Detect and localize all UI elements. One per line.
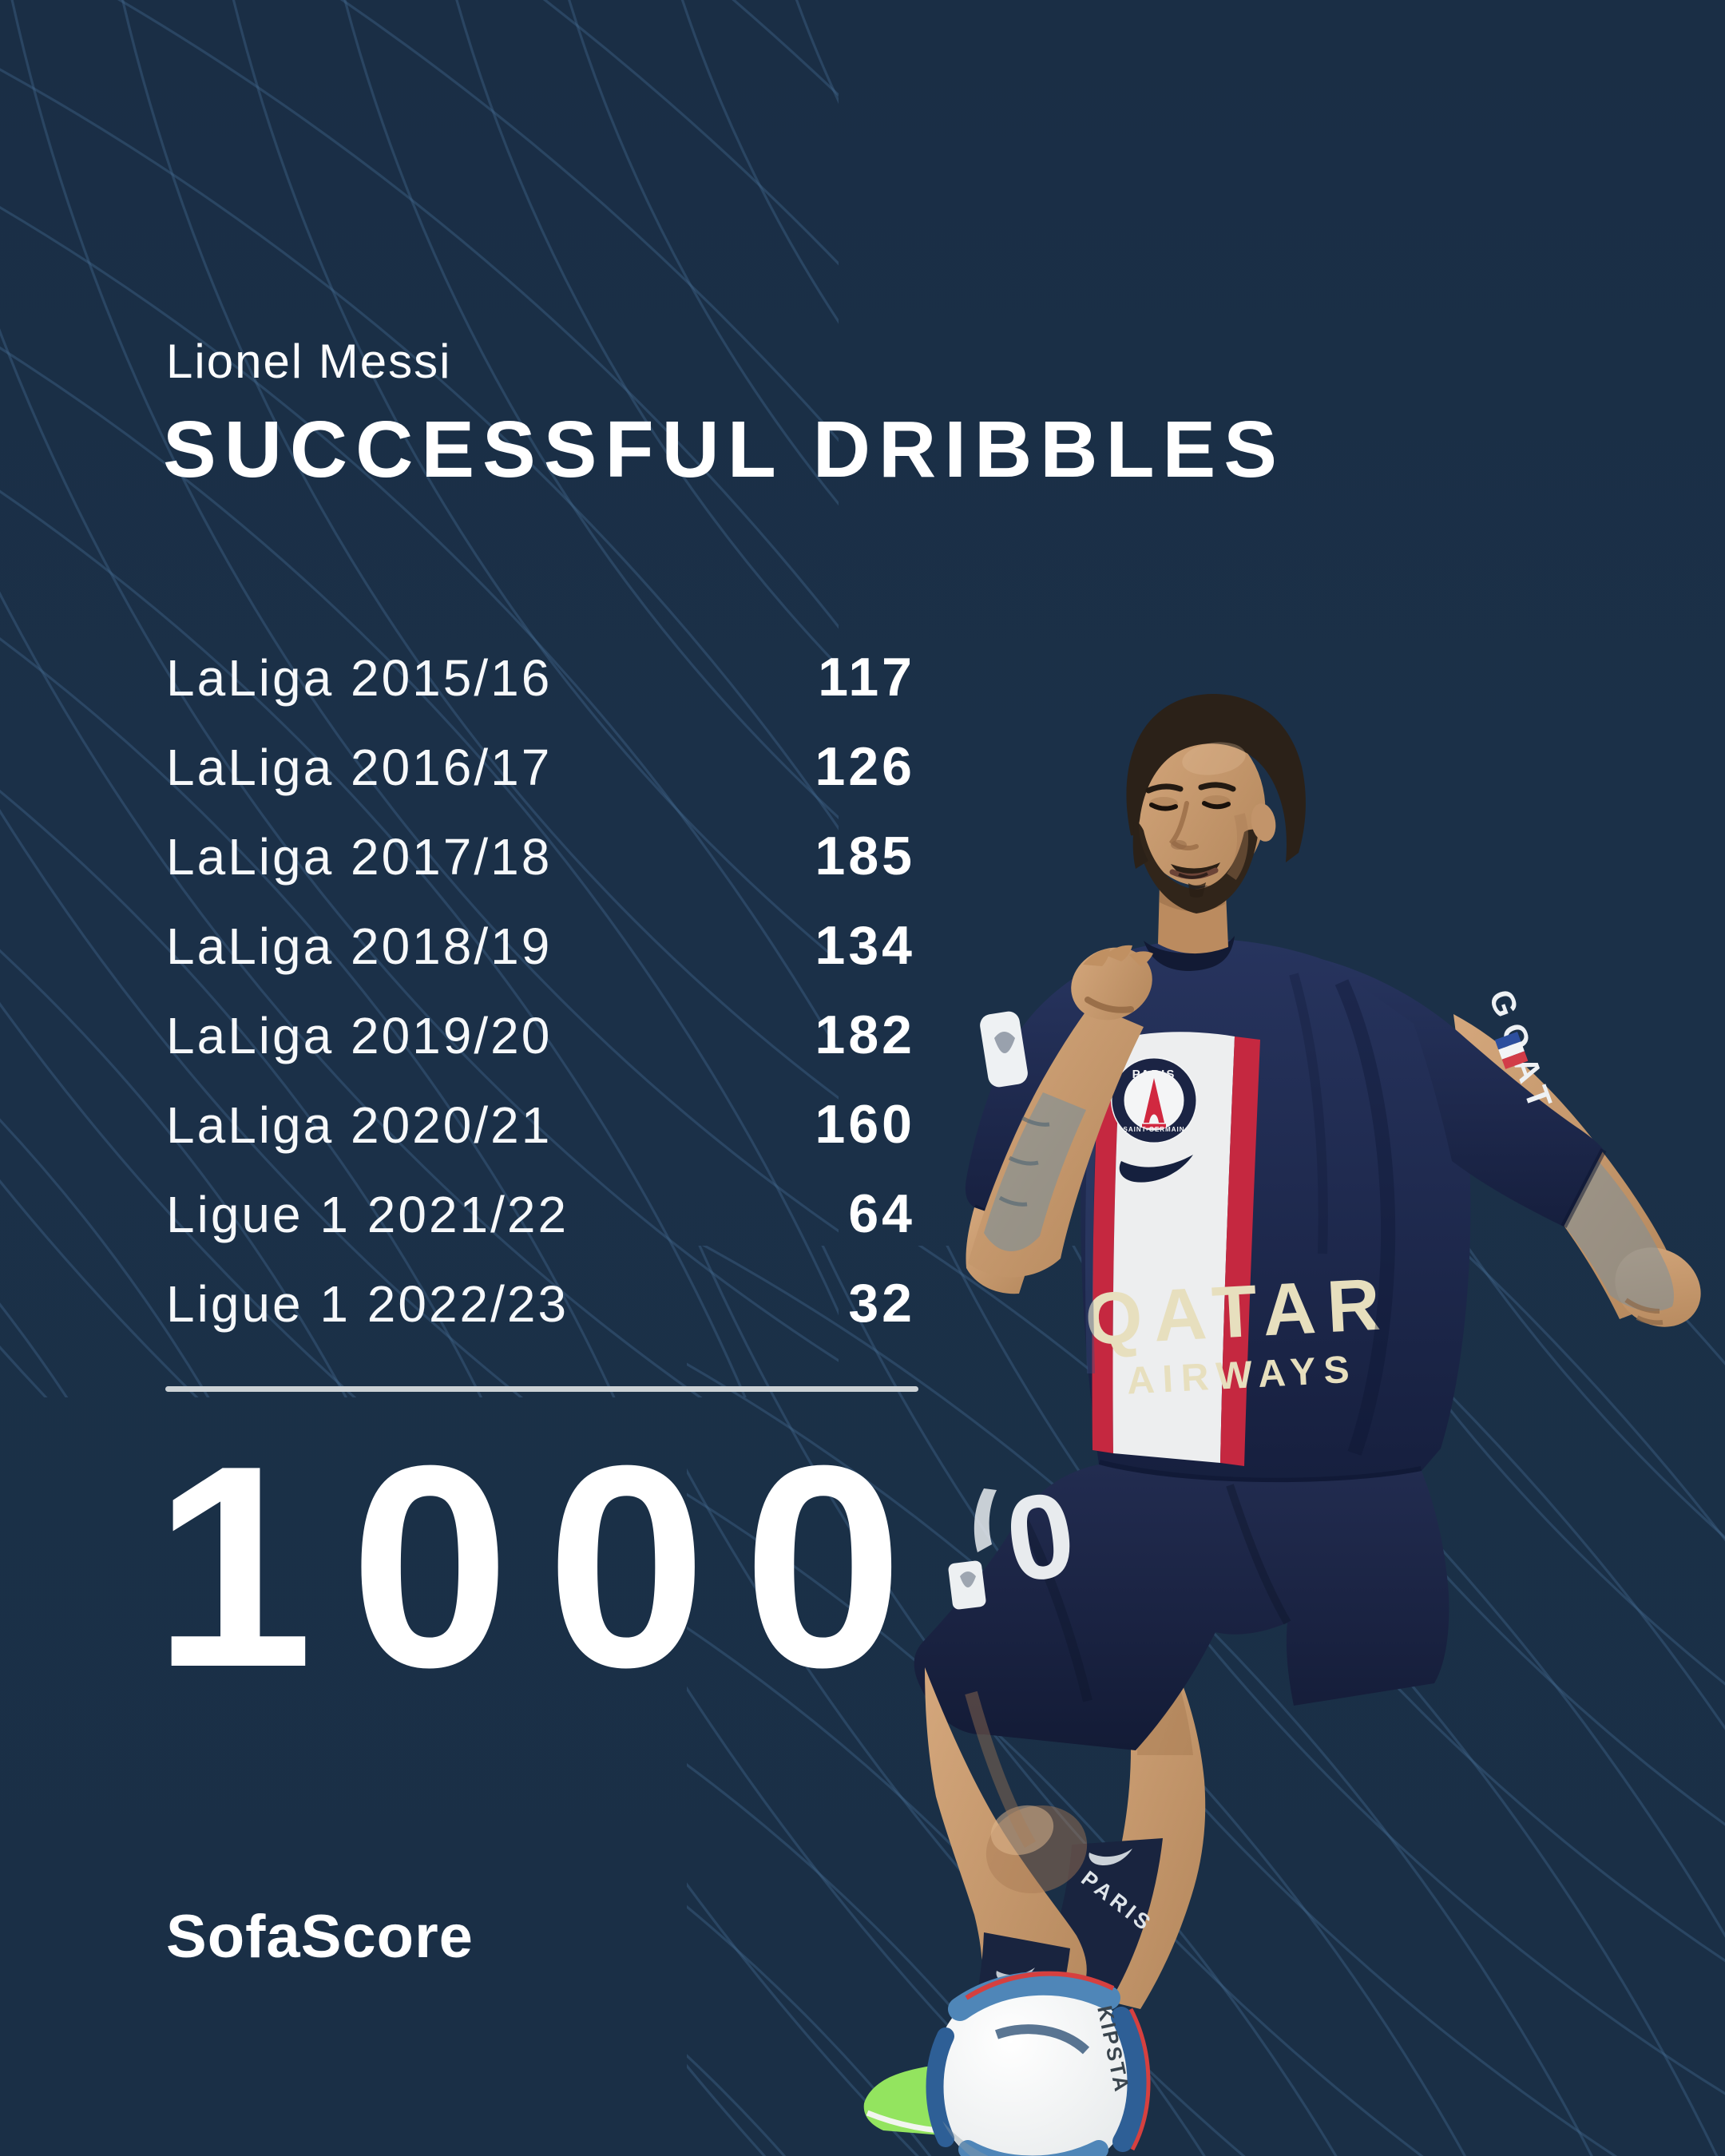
stat-row: LaLiga 2018/19 134	[166, 901, 915, 990]
stat-row: LaLiga 2019/20 182	[166, 990, 915, 1080]
stat-label: LaLiga 2019/20	[166, 1007, 553, 1064]
collar	[1144, 936, 1235, 971]
ear	[1251, 803, 1276, 842]
head	[1126, 694, 1306, 954]
stat-label: LaLiga 2017/18	[166, 828, 553, 886]
beard	[1134, 819, 1259, 914]
stat-value: 64	[848, 1183, 915, 1244]
right-forearm	[966, 945, 1153, 1294]
stat-label: LaLiga 2018/19	[166, 917, 553, 975]
stat-label: LaLiga 2015/16	[166, 649, 553, 707]
france-flag-patch	[1494, 1032, 1529, 1069]
jersey: PARIS SAINT-GERMAIN QATAR AIRWAYS GOAT	[965, 936, 1607, 1490]
stat-label: Ligue 1 2022/23	[166, 1275, 569, 1333]
hair	[1126, 694, 1306, 862]
stats-list: LaLiga 2015/16 117 LaLiga 2016/17 126 La…	[166, 632, 915, 1348]
sofascore-logo: SofaScore	[166, 1903, 474, 1971]
stat-row: LaLiga 2016/17 126	[166, 722, 915, 811]
messi-photo: PARIS PARIS SAINT-GERMAIN	[863, 694, 1701, 2156]
stat-label: LaLiga 2016/17	[166, 739, 553, 796]
stat-label: LaLiga 2020/21	[166, 1096, 553, 1154]
stat-value: 117	[818, 647, 915, 707]
crest-text-top: PARIS	[1132, 1068, 1176, 1081]
total-value: 1000	[153, 1406, 940, 1727]
stat-row: LaLiga 2015/16 117	[166, 632, 915, 722]
jersey-sponsor-line1: QATAR	[1083, 1263, 1393, 1361]
nike-swoosh-icon	[1119, 1155, 1193, 1183]
stat-label: Ligue 1 2021/22	[166, 1186, 569, 1243]
psg-crest: PARIS SAINT-GERMAIN	[1111, 1057, 1197, 1143]
shorts: 0	[914, 1464, 1449, 1750]
football: KIPSTA	[926, 1971, 1151, 2156]
left-sleeve	[1324, 960, 1604, 1227]
stat-row: LaLiga 2020/21 160	[166, 1080, 915, 1169]
page-title: SUCCESSFUL DRIBBLES	[163, 405, 1285, 494]
crest-text-bottom: SAINT-GERMAIN	[1124, 1126, 1185, 1133]
stat-value: 182	[815, 1005, 915, 1065]
divider	[165, 1386, 918, 1392]
stat-row: Ligue 1 2021/22 64	[166, 1169, 915, 1258]
player-name: Lionel Messi	[166, 335, 452, 388]
stat-value: 126	[815, 736, 915, 797]
stat-value: 134	[815, 915, 915, 976]
stat-row: Ligue 1 2022/23 32	[166, 1258, 915, 1348]
stat-value: 32	[848, 1273, 915, 1334]
stat-value: 160	[815, 1094, 915, 1155]
sock-nike-swoosh-icon	[1089, 1849, 1132, 1866]
stat-row: LaLiga 2017/18 185	[166, 811, 915, 901]
stat-value: 185	[815, 826, 915, 886]
